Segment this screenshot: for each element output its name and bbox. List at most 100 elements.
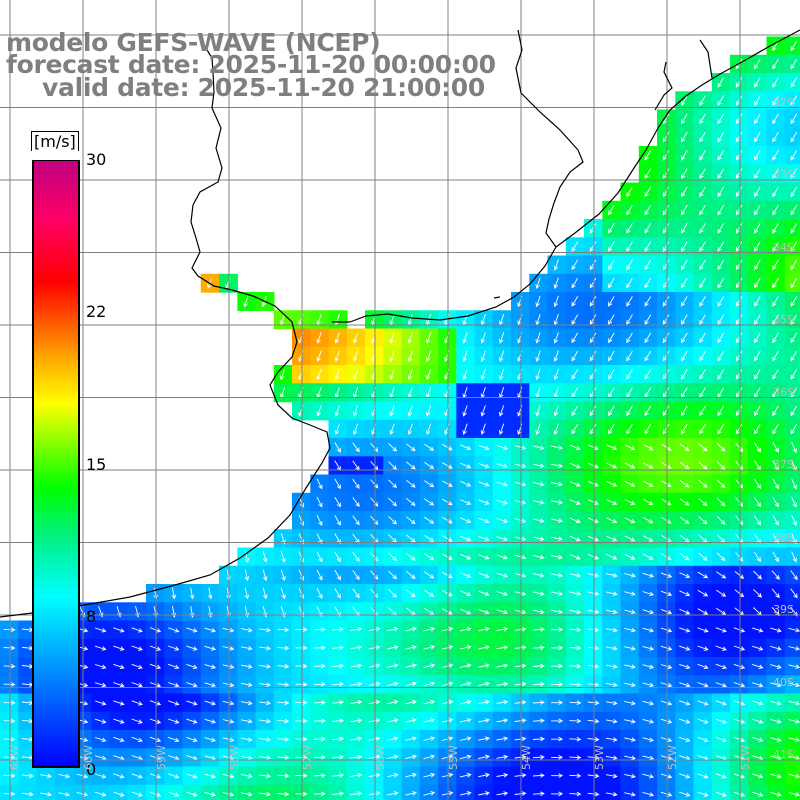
wind-arrow [551, 682, 564, 687]
wind-arrow [149, 791, 162, 797]
wind-arrow [754, 113, 761, 125]
wind-arrow [334, 332, 340, 344]
wind-cell [419, 784, 439, 800]
wind-cell [675, 401, 695, 421]
wind-cell [675, 255, 695, 275]
wind-cell [784, 346, 800, 366]
wind-arrow [752, 736, 764, 743]
wind-arrow [535, 423, 541, 435]
wind-arrow [496, 536, 508, 542]
wind-arrow [605, 755, 618, 761]
wind-cell [711, 310, 731, 330]
wind-cell [711, 383, 731, 403]
wind-arrow [240, 792, 253, 797]
wind-arrow [259, 791, 272, 797]
wind-cell [638, 219, 658, 238]
wind-arrow [733, 791, 746, 797]
wind-arrow [624, 773, 636, 779]
wind-arrow [790, 223, 798, 234]
wind-arrow [131, 718, 143, 724]
wind-arrow [587, 791, 600, 797]
wind-arrow [478, 462, 490, 469]
wind-arrow [681, 186, 688, 198]
wind-arrow [772, 423, 779, 435]
wind-arrow [608, 314, 615, 325]
wind-arrow [791, 478, 797, 490]
wind-arrow [679, 480, 690, 488]
wind-arrow [681, 369, 688, 380]
wind-cell [730, 255, 749, 275]
wind-arrow [790, 95, 798, 106]
wind-arrow [679, 627, 691, 633]
wind-cell [638, 365, 658, 384]
wind-arrow [699, 277, 706, 289]
wind-arrow [699, 369, 706, 380]
wind-cell [638, 292, 658, 311]
wind-arrow [790, 113, 798, 125]
wind-arrow [589, 332, 597, 344]
wind-arrow [459, 663, 472, 668]
wind-arrow [553, 277, 559, 289]
wind-cell [565, 328, 585, 348]
wind-cell [784, 273, 800, 293]
wind-arrow [699, 241, 706, 252]
wind-arrow [295, 682, 308, 687]
wind-cell [584, 328, 603, 348]
wind-cell [675, 310, 695, 330]
wind-arrow [642, 773, 655, 779]
wind-arrow [733, 773, 746, 779]
wind-arrow [717, 186, 725, 198]
wind-arrow [460, 590, 472, 597]
wind-arrow [240, 664, 253, 669]
wind-arrow [388, 552, 397, 562]
wind-arrow [405, 718, 417, 723]
wind-arrow [316, 588, 323, 599]
wind-arrow [699, 131, 706, 143]
wind-cell [584, 383, 603, 403]
wind-arrow [697, 645, 709, 651]
wind-cell [675, 292, 695, 311]
lat-label: 34S [773, 241, 794, 254]
wind-arrow [514, 554, 527, 560]
wind-arrow [514, 773, 527, 778]
wind-arrow [571, 423, 579, 435]
wind-arrow [551, 536, 563, 542]
wind-arrow [717, 204, 725, 216]
wind-cell [748, 127, 768, 147]
wind-arrow [772, 478, 779, 490]
wind-arrow [442, 608, 453, 615]
wind-arrow [699, 423, 706, 435]
wind-arrow [441, 699, 454, 705]
wind-cell [419, 638, 439, 658]
wind-cell [766, 91, 786, 111]
wind-cell [584, 346, 603, 366]
wind-cell [584, 784, 603, 800]
wind-cell [602, 784, 622, 800]
wind-arrow [624, 462, 636, 469]
wind-cell [365, 711, 384, 731]
wind-cell [565, 255, 585, 275]
wind-cell [784, 547, 800, 567]
wind-arrow [279, 368, 286, 381]
wind-arrow [498, 350, 505, 362]
wind-cell [657, 255, 676, 275]
wind-arrow [624, 792, 636, 797]
wind-arrow [313, 663, 326, 669]
wind-arrow [587, 573, 600, 578]
wind-arrow [770, 700, 782, 706]
wind-arrow [21, 773, 34, 779]
wind-cell [91, 784, 111, 800]
wind-cell [766, 109, 786, 129]
wind-arrow [752, 627, 764, 633]
wind-arrow [679, 773, 691, 779]
wind-arrow [149, 663, 162, 670]
wind-arrow [425, 332, 432, 344]
wind-cell [711, 273, 731, 293]
wind-arrow [424, 480, 435, 488]
wind-arrow [644, 332, 652, 344]
wind-arrow [277, 700, 290, 706]
wind-cell [711, 255, 731, 275]
wind-arrow [131, 791, 143, 797]
wind-cell [602, 255, 622, 275]
